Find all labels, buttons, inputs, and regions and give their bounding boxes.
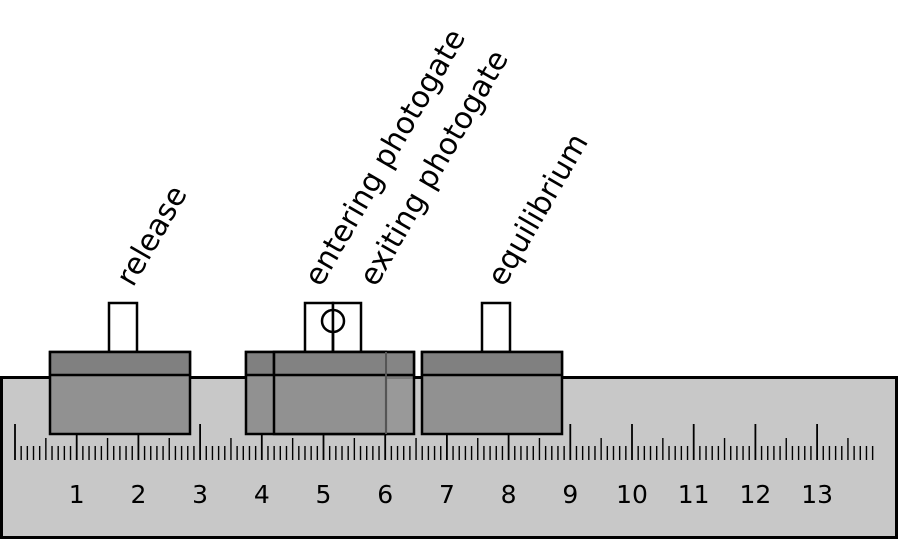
ruler-number: 11 [678, 480, 710, 509]
cart-equilibrium-top [420, 350, 564, 377]
cart-exiting [272, 350, 416, 436]
ruler-number: 7 [439, 480, 455, 509]
ruler-number: 9 [562, 480, 578, 509]
ruler-number: 12 [739, 480, 771, 509]
ruler-number: 13 [801, 480, 833, 509]
ruler-numbers: 1 2 3 4 5 6 7 8 9 10 11 12 13 [69, 480, 833, 509]
label-release: release [110, 180, 195, 292]
ruler-number: 8 [501, 480, 517, 509]
cart-release [48, 301, 192, 436]
ruler-number: 3 [192, 480, 208, 509]
cart-equilibrium-flag [480, 301, 512, 354]
cart-exiting-top [272, 350, 416, 377]
label-equilibrium: equilibrium [481, 128, 596, 292]
ruler-number: 10 [616, 480, 648, 509]
cart-release-flag [107, 301, 139, 354]
cart-equilibrium [420, 301, 564, 436]
ruler-number: 6 [377, 480, 393, 509]
ruler-number: 5 [316, 480, 332, 509]
cart-release-top [48, 350, 192, 377]
ruler-number: 4 [254, 480, 270, 509]
ruler-number: 1 [69, 480, 85, 509]
ruler-number: 2 [130, 480, 146, 509]
ruler-ticks [14, 424, 874, 460]
